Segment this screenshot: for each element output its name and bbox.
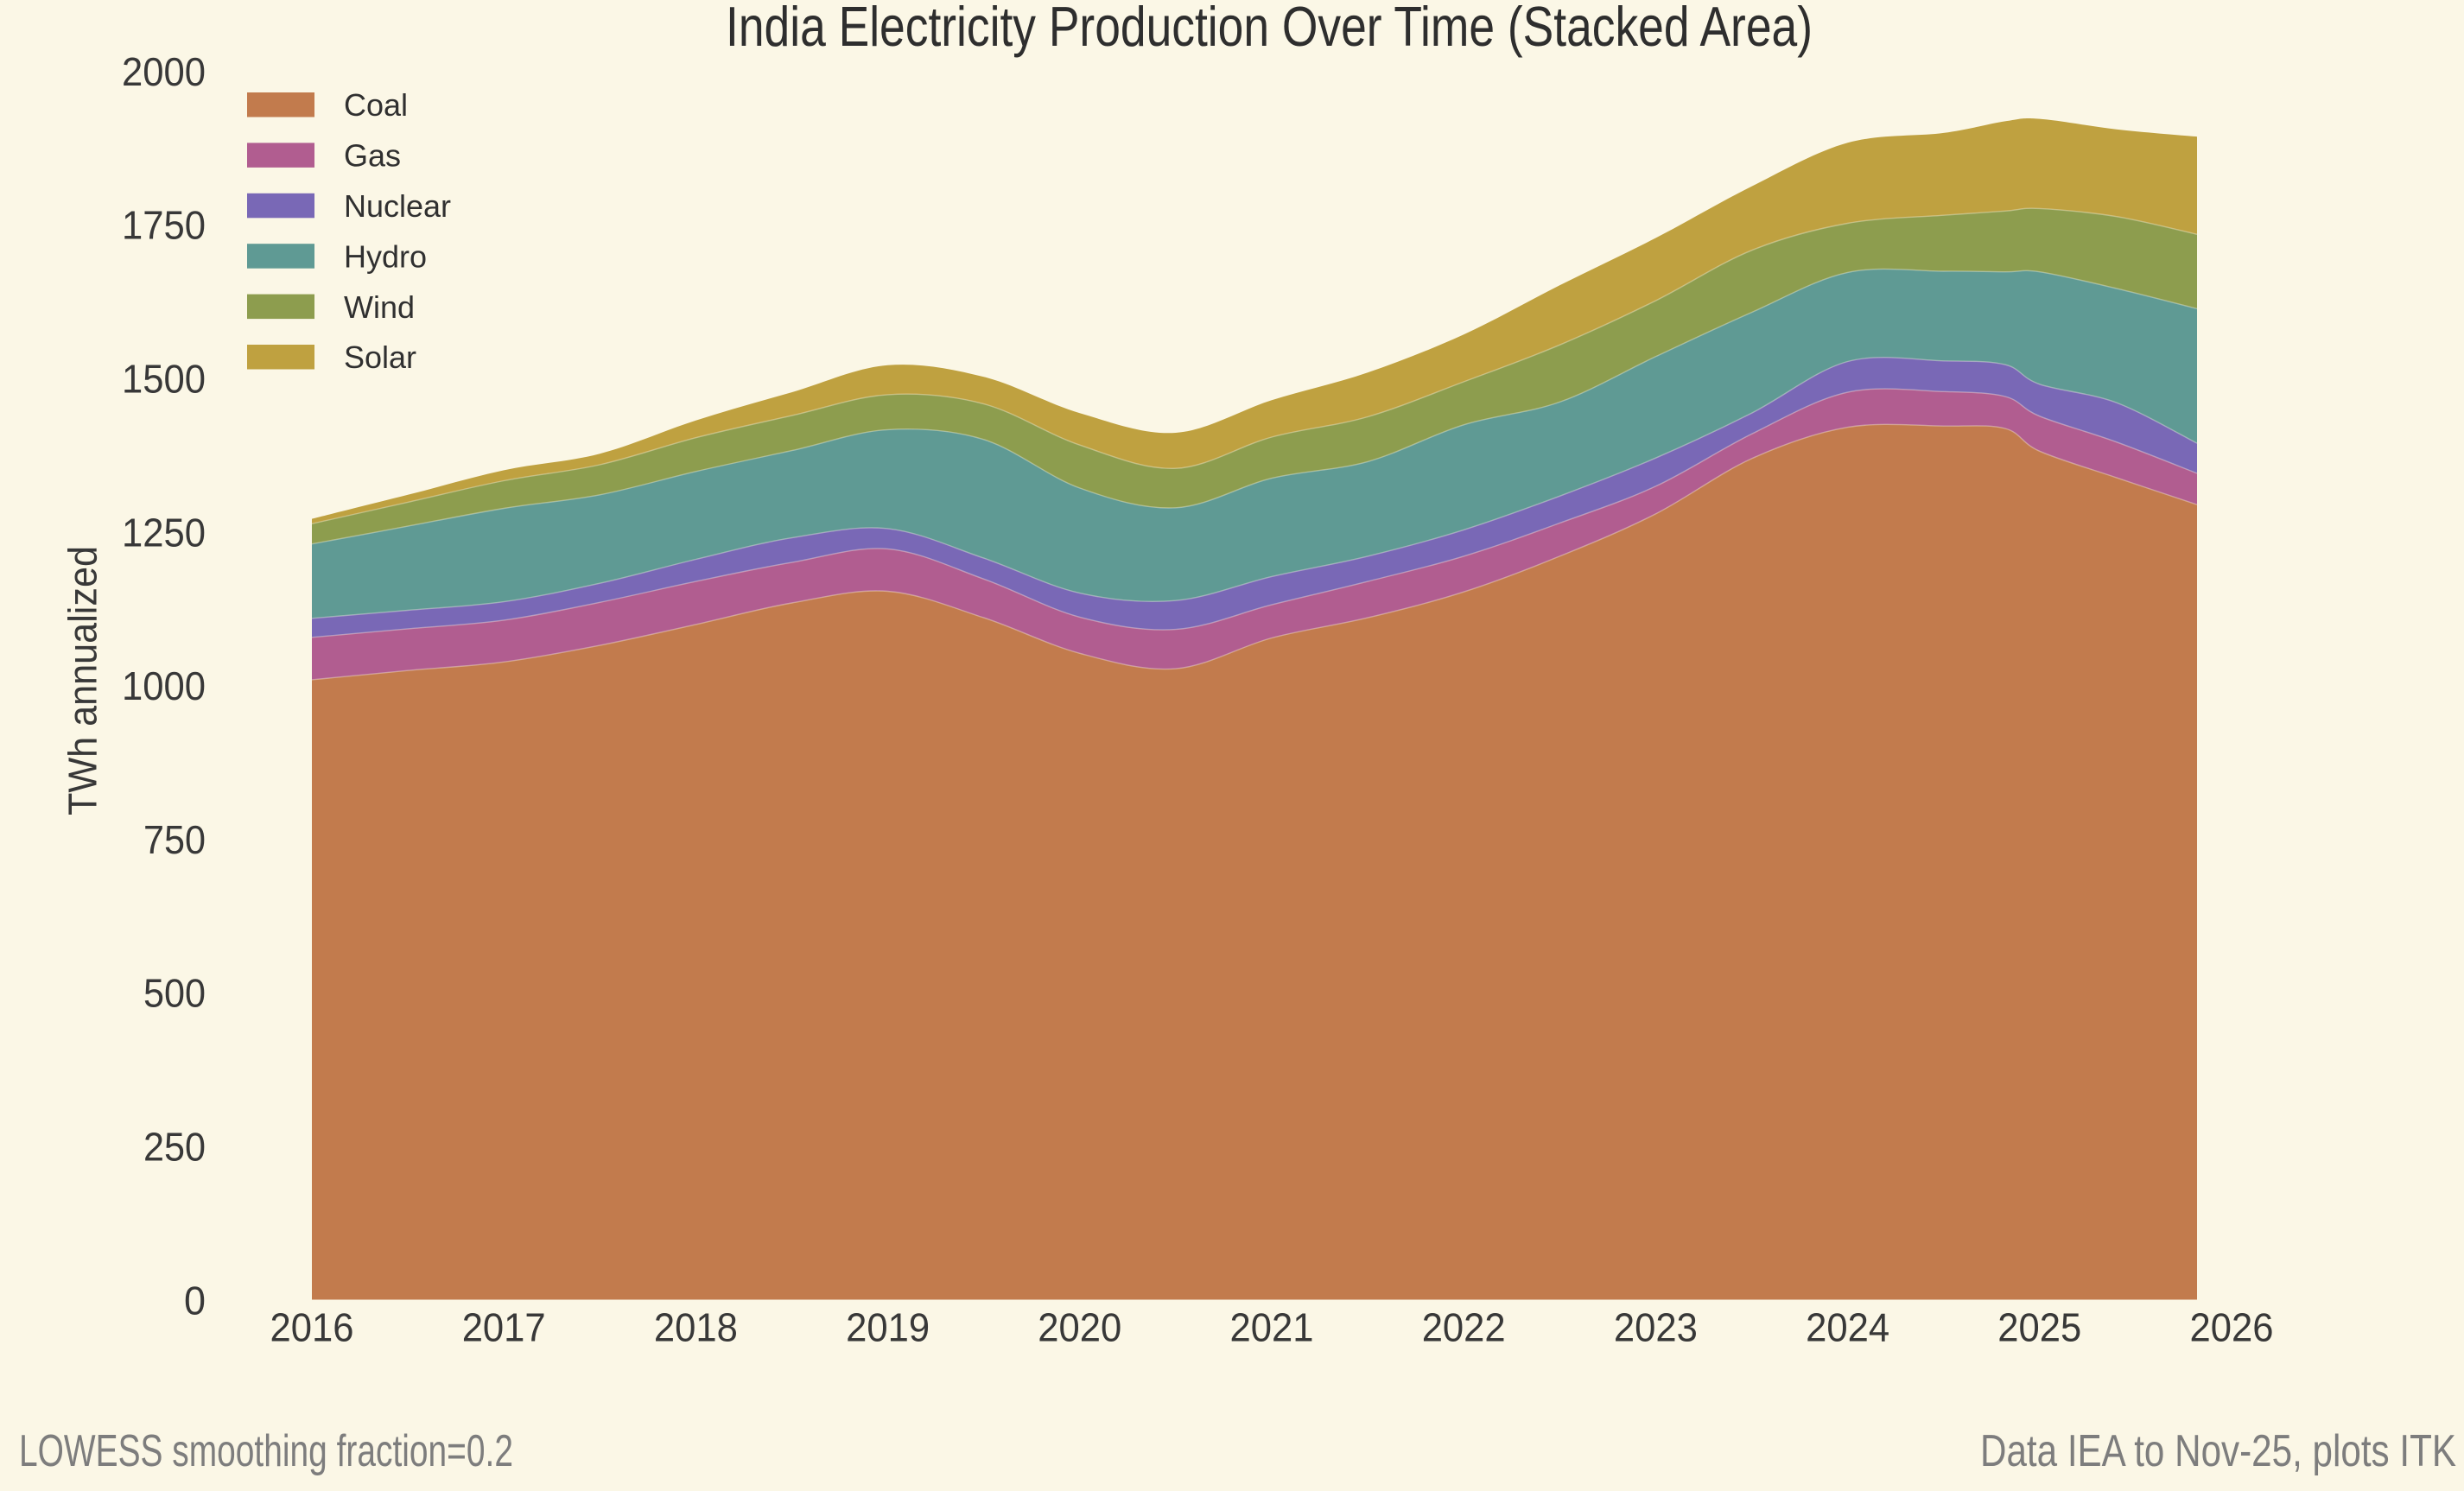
- svg-text:2000: 2000: [122, 49, 206, 94]
- svg-text:1000: 1000: [122, 663, 206, 708]
- svg-text:2021: 2021: [1230, 1305, 1314, 1350]
- svg-text:Data IEA to Nov-25, plots ITK: Data IEA to Nov-25, plots ITK: [1980, 1426, 2456, 1476]
- svg-text:0: 0: [184, 1278, 206, 1323]
- svg-text:2023: 2023: [1614, 1305, 1698, 1350]
- svg-text:TWh annualized: TWh annualized: [60, 546, 105, 815]
- svg-text:1500: 1500: [122, 357, 206, 402]
- svg-text:2024: 2024: [1806, 1305, 1889, 1350]
- svg-text:750: 750: [143, 817, 206, 862]
- svg-text:500: 500: [143, 971, 206, 1016]
- svg-text:2017: 2017: [462, 1305, 546, 1350]
- svg-text:2020: 2020: [1038, 1305, 1121, 1350]
- svg-text:2025: 2025: [1997, 1305, 2081, 1350]
- svg-text:2019: 2019: [846, 1305, 930, 1350]
- svg-text:LOWESS smoothing fraction=0.2: LOWESS smoothing fraction=0.2: [19, 1426, 513, 1476]
- svg-text:Nuclear: Nuclear: [344, 188, 451, 224]
- svg-text:1250: 1250: [122, 510, 206, 555]
- svg-text:Coal: Coal: [344, 87, 408, 123]
- svg-text:Hydro: Hydro: [344, 238, 427, 274]
- svg-text:Gas: Gas: [344, 138, 401, 174]
- svg-text:2016: 2016: [270, 1305, 354, 1350]
- svg-text:2022: 2022: [1422, 1305, 1506, 1350]
- svg-text:Wind: Wind: [344, 289, 415, 325]
- svg-text:2018: 2018: [654, 1305, 738, 1350]
- svg-text:Solar: Solar: [344, 339, 416, 375]
- svg-text:India Electricity Production O: India Electricity Production Over Time (…: [726, 0, 1813, 58]
- svg-text:1750: 1750: [122, 203, 206, 248]
- svg-text:2026: 2026: [2190, 1305, 2274, 1350]
- svg-text:250: 250: [143, 1125, 206, 1170]
